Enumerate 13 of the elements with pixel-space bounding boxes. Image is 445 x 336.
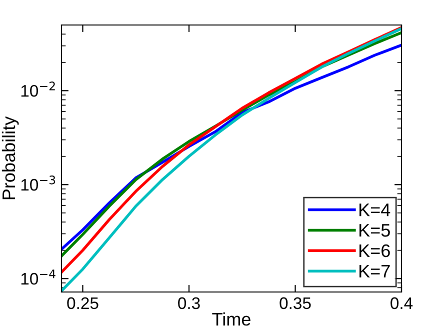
legend-label: K=5 [360, 224, 390, 237]
x-tick-label: 0.3 [178, 297, 200, 310]
x-tick-label: 0.4 [390, 297, 413, 310]
y-axis-title: Probability [2, 116, 19, 200]
y-tick-label: 10$^{−4}$ [21, 270, 56, 285]
y-tick-label: 10$^{−3}$ [21, 176, 56, 191]
x-tick-label: 0.25 [67, 297, 98, 310]
x-tick-label: 0.35 [280, 297, 311, 310]
legend-label: K=6 [360, 244, 390, 258]
legend-label: K=7 [360, 265, 390, 278]
legend-label: K=4 [360, 204, 390, 216]
x-axis-title: Time [212, 312, 250, 326]
y-tick-label: 10$^{−2}$ [21, 82, 55, 97]
